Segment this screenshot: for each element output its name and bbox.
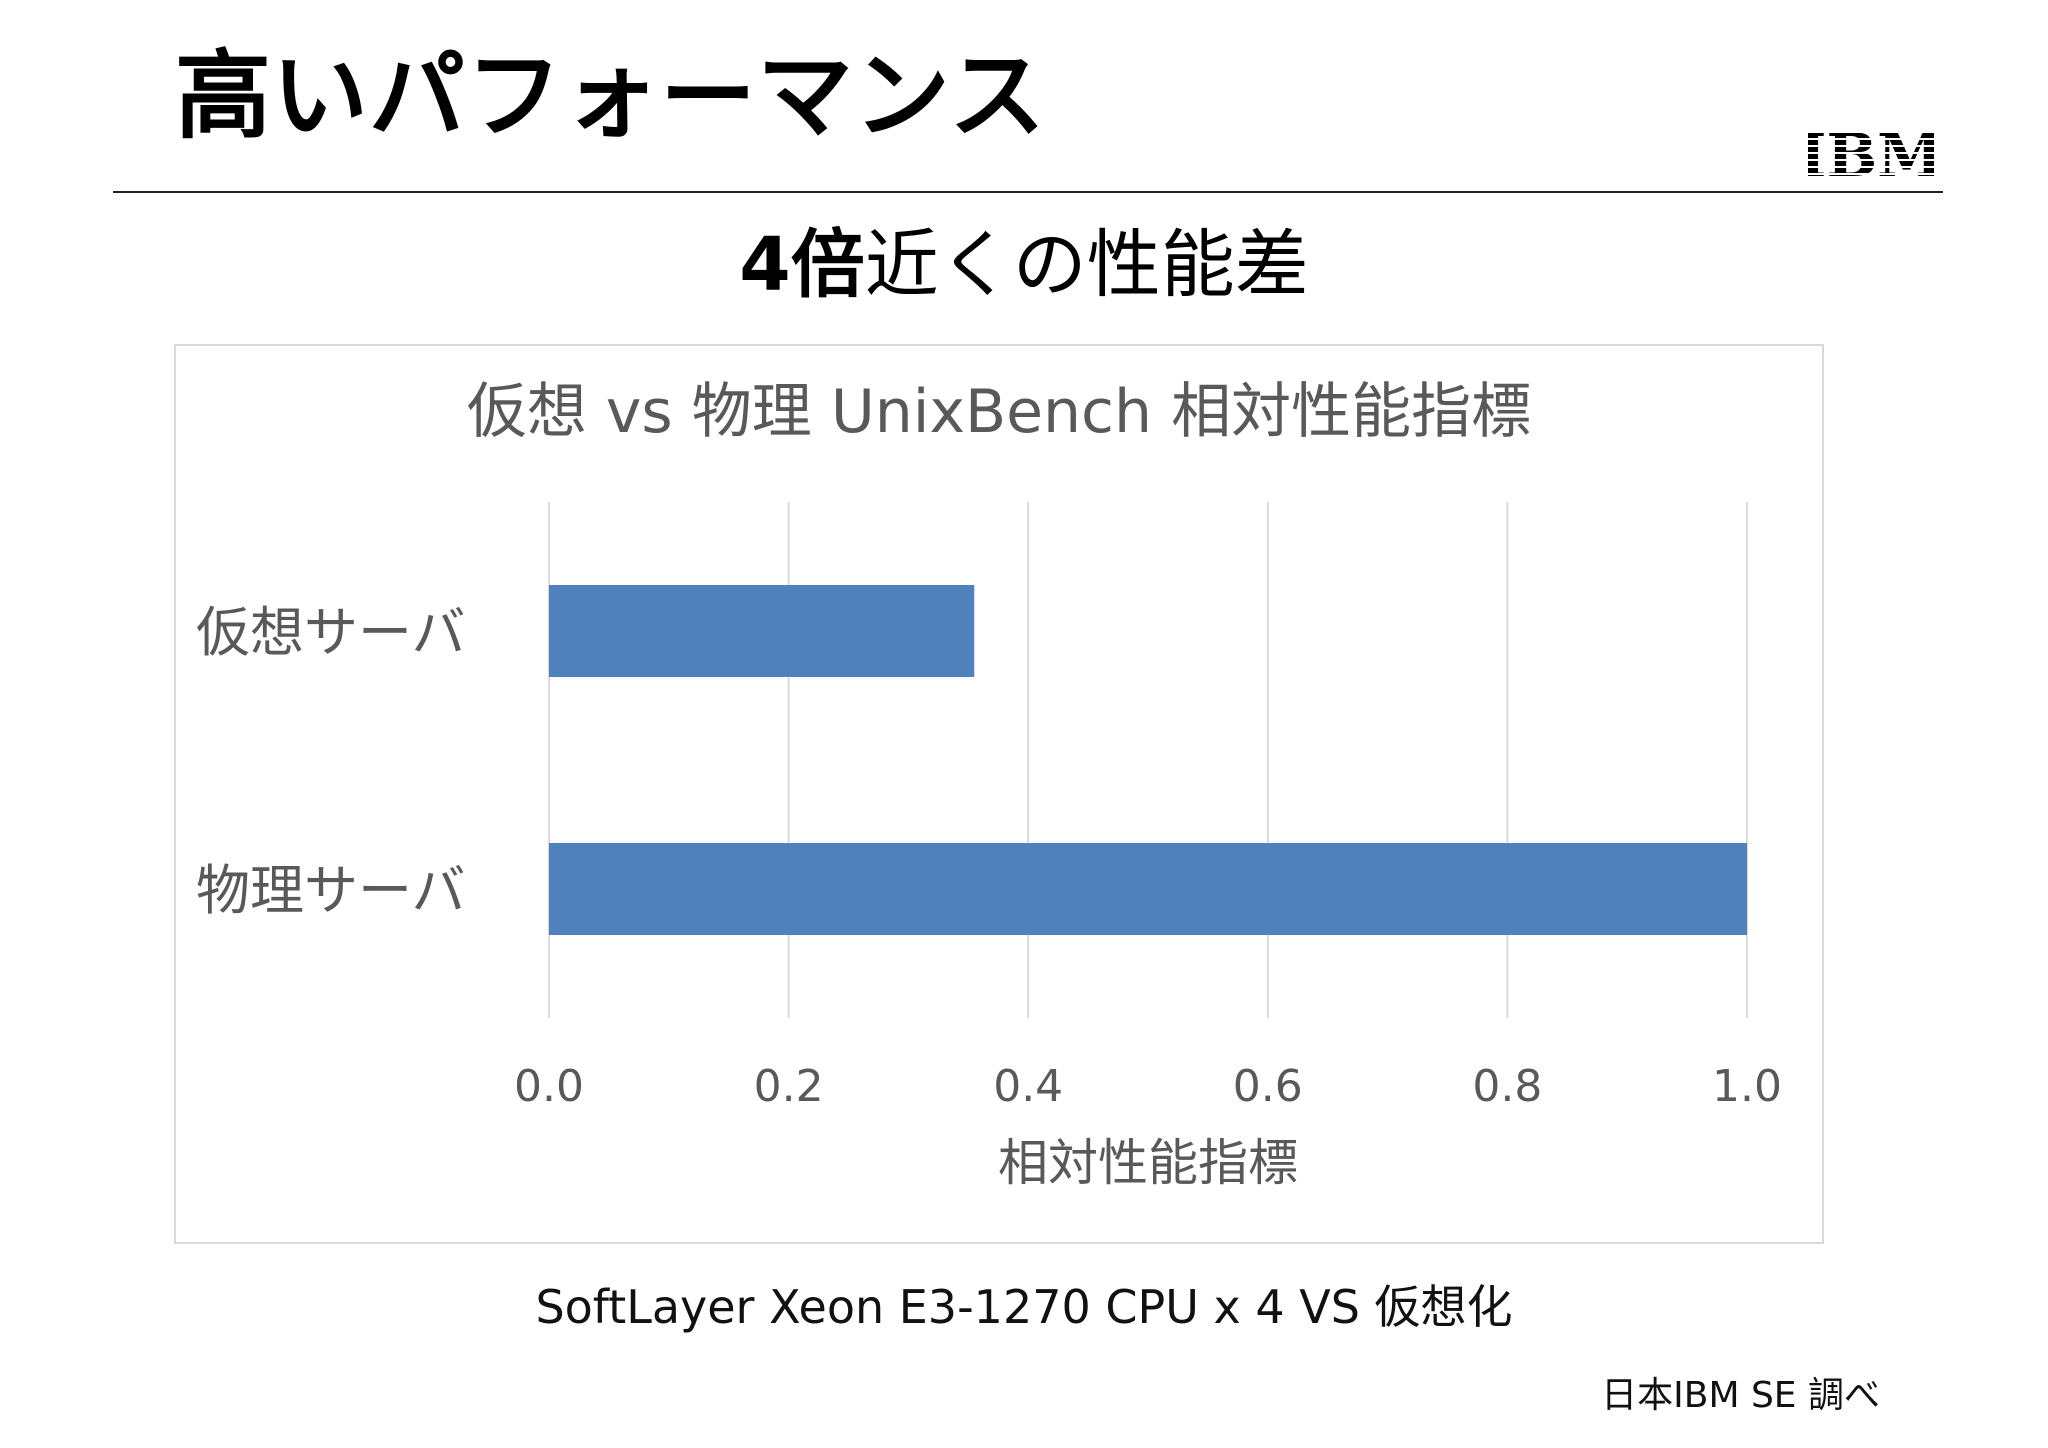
ibm-logo: IBM bbox=[1808, 126, 1934, 180]
svg-text:IBM: IBM bbox=[1808, 126, 1934, 180]
x-tick-label: 0.2 bbox=[754, 1061, 824, 1112]
chart-caption: SoftLayer Xeon E3-1270 CPU x 4 VS 仮想化 bbox=[535, 1280, 1513, 1334]
category-label: 仮想サーバ bbox=[196, 601, 465, 664]
ibm-logo-mark: IBM bbox=[1808, 126, 1934, 180]
x-tick-label: 0.8 bbox=[1472, 1061, 1542, 1112]
headline: 4倍近くの性能差 bbox=[0, 228, 2048, 302]
x-tick-label: 0.6 bbox=[1233, 1061, 1303, 1112]
title-divider bbox=[113, 191, 1943, 193]
bar-chart: 仮想 vs 物理 UnixBench 相対性能指標 0.0 0.2 0.4 0.6 0.8… bbox=[196, 377, 1782, 1192]
source-note: 日本IBM SE 調べ bbox=[1601, 1375, 1880, 1416]
x-axis-title: 相対性能指標 bbox=[998, 1134, 1298, 1192]
x-tick-label: 0.0 bbox=[514, 1061, 584, 1112]
headline-text: 近くの性能差 bbox=[864, 222, 1309, 308]
chart-container: 仮想 vs 物理 UnixBench 相対性能指標 0.0 0.2 0.4 0.6 0.8… bbox=[174, 344, 1824, 1244]
x-tick-label: 0.4 bbox=[993, 1061, 1063, 1112]
bar bbox=[549, 843, 1747, 935]
chart-title: 仮想 vs 物理 UnixBench 相対性能指標 bbox=[467, 377, 1531, 447]
category-label: 物理サーバ bbox=[196, 859, 465, 922]
slide-title: 高いパフォーマンス bbox=[175, 40, 1047, 152]
headline-emphasis: 4倍 bbox=[739, 222, 865, 308]
x-tick-label: 1.0 bbox=[1712, 1061, 1782, 1112]
bar bbox=[549, 585, 975, 677]
